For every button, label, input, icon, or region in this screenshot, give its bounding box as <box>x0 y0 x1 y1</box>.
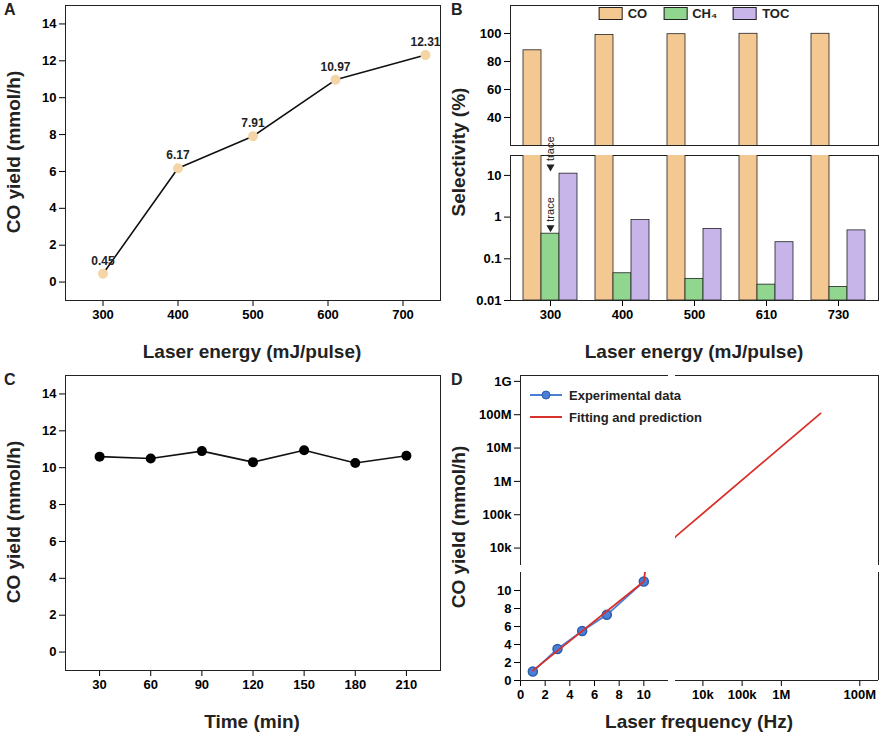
svg-text:4: 4 <box>49 570 57 585</box>
html-text:CO yield (mmol/h): CO yield (mmol/h) <box>448 445 469 609</box>
svg-text:610: 610 <box>756 307 778 322</box>
html-text:B: B <box>451 1 463 18</box>
html-text:C: C <box>4 371 16 388</box>
html-text:Selectivity (%): Selectivity (%) <box>448 87 469 217</box>
svg-text:10: 10 <box>497 583 511 598</box>
svg-text:100: 100 <box>480 26 502 41</box>
svg-text:100M: 100M <box>479 407 512 422</box>
svg-text:100k: 100k <box>483 507 513 522</box>
html-text:A: A <box>4 1 16 18</box>
svg-text:0: 0 <box>504 673 511 688</box>
svg-text:14: 14 <box>42 386 57 401</box>
svg-text:4: 4 <box>49 200 57 215</box>
svg-text:0.01: 0.01 <box>476 293 501 308</box>
svg-text:12: 12 <box>42 53 56 68</box>
svg-text:2: 2 <box>49 237 56 252</box>
svg-text:1G: 1G <box>494 374 511 389</box>
svg-text:1: 1 <box>494 209 501 224</box>
svg-text:2: 2 <box>504 655 511 670</box>
svg-text:trace: trace <box>544 136 556 160</box>
html-text:CH₄: CH₄ <box>692 6 718 21</box>
svg-text:180: 180 <box>344 677 366 692</box>
svg-text:10: 10 <box>42 90 56 105</box>
svg-text:730: 730 <box>828 307 850 322</box>
svg-text:700: 700 <box>392 307 414 322</box>
html-text:Laser energy (mJ/pulse): Laser energy (mJ/pulse) <box>142 341 362 362</box>
svg-text:60: 60 <box>143 677 157 692</box>
svg-text:40: 40 <box>487 110 501 125</box>
svg-text:500: 500 <box>242 307 264 322</box>
svg-text:0.45: 0.45 <box>91 254 115 268</box>
svg-text:8: 8 <box>49 497 56 512</box>
svg-text:400: 400 <box>612 307 634 322</box>
svg-text:150: 150 <box>293 677 315 692</box>
svg-text:300: 300 <box>540 307 562 322</box>
svg-text:100M: 100M <box>844 687 877 702</box>
html-text:Experimental data: Experimental data <box>569 387 681 403</box>
svg-text:10: 10 <box>487 168 501 183</box>
svg-text:8: 8 <box>49 127 56 142</box>
svg-text:8: 8 <box>504 601 511 616</box>
svg-text:500: 500 <box>684 307 706 322</box>
svg-text:10: 10 <box>42 460 56 475</box>
svg-text:120: 120 <box>242 677 264 692</box>
html-text:Laser frequency (Hz): Laser frequency (Hz) <box>605 711 793 732</box>
svg-text:0: 0 <box>49 644 56 659</box>
svg-text:80: 80 <box>487 54 501 69</box>
svg-text:400: 400 <box>167 307 189 322</box>
svg-text:0.1: 0.1 <box>483 251 501 266</box>
svg-text:10.97: 10.97 <box>320 60 350 74</box>
svg-text:30: 30 <box>92 677 106 692</box>
svg-text:trace: trace <box>544 197 556 221</box>
html-text:Fitting and prediction: Fitting and prediction <box>569 409 702 425</box>
svg-text:6: 6 <box>49 164 56 179</box>
svg-text:90: 90 <box>195 677 209 692</box>
svg-text:4: 4 <box>504 637 512 652</box>
svg-text:2: 2 <box>49 607 56 622</box>
svg-text:300: 300 <box>92 307 114 322</box>
svg-text:0: 0 <box>49 274 56 289</box>
svg-text:7.91: 7.91 <box>241 116 265 130</box>
svg-text:10: 10 <box>637 687 651 702</box>
svg-text:10M: 10M <box>486 440 511 455</box>
svg-text:12: 12 <box>42 423 56 438</box>
html-text:CO yield (mmol/h): CO yield (mmol/h) <box>3 440 24 604</box>
svg-text:1M: 1M <box>493 474 511 489</box>
html-text:Time (min): Time (min) <box>204 711 300 732</box>
html-text:CO: CO <box>627 6 648 21</box>
svg-text:4: 4 <box>566 687 574 702</box>
svg-text:2: 2 <box>542 687 549 702</box>
svg-text:6.17: 6.17 <box>166 148 190 162</box>
html-text:D: D <box>451 371 463 388</box>
svg-text:12.31: 12.31 <box>410 35 440 49</box>
svg-text:8: 8 <box>616 687 623 702</box>
svg-text:60: 60 <box>487 82 501 97</box>
svg-text:6: 6 <box>49 534 56 549</box>
svg-text:10k: 10k <box>490 540 512 555</box>
html-text:CO yield (mmol/h): CO yield (mmol/h) <box>3 70 24 234</box>
svg-text:100k: 100k <box>728 687 758 702</box>
svg-text:10k: 10k <box>692 687 714 702</box>
svg-text:0: 0 <box>517 687 524 702</box>
svg-text:6: 6 <box>591 687 598 702</box>
html-text:Laser energy (mJ/pulse): Laser energy (mJ/pulse) <box>584 341 804 362</box>
svg-text:14: 14 <box>42 16 57 31</box>
svg-text:600: 600 <box>317 307 339 322</box>
svg-text:6: 6 <box>504 619 511 634</box>
html-text:TOC: TOC <box>762 6 790 21</box>
svg-text:1M: 1M <box>772 687 790 702</box>
svg-text:210: 210 <box>396 677 418 692</box>
